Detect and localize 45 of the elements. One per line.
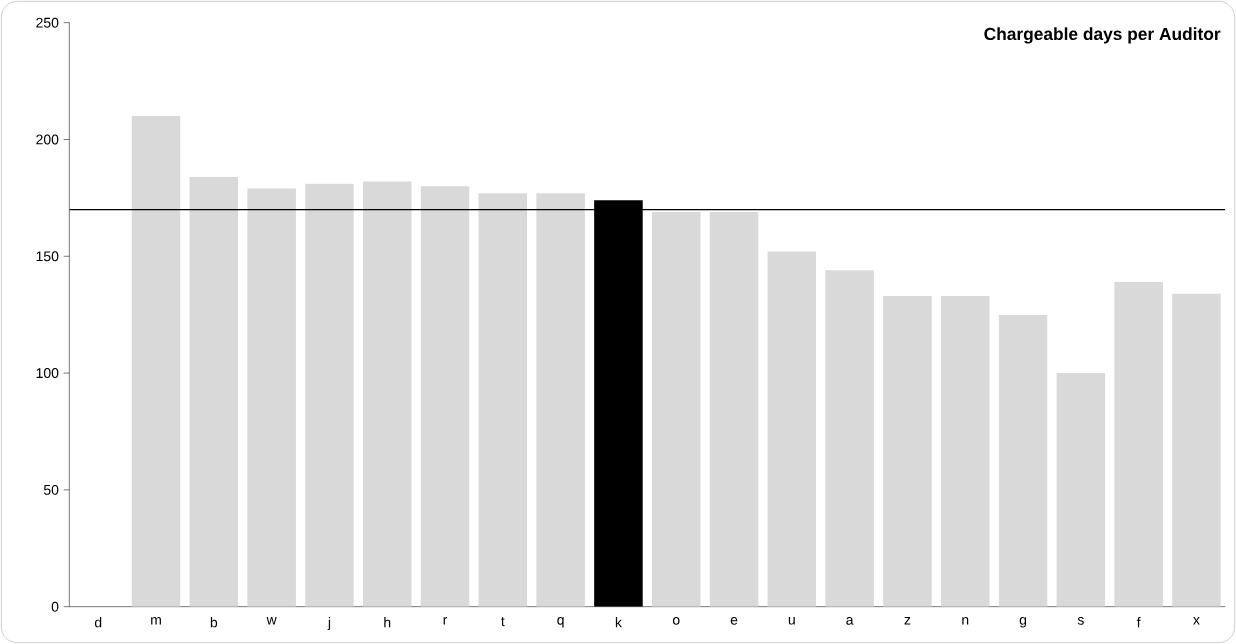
bar bbox=[651, 211, 701, 607]
x-tick-label: n bbox=[962, 617, 969, 625]
x-tick-label: a bbox=[846, 617, 854, 625]
bar bbox=[940, 295, 990, 607]
bar bbox=[825, 270, 874, 607]
x-tick-label: k bbox=[615, 617, 622, 628]
x-tick-label: m bbox=[151, 617, 161, 625]
bar bbox=[478, 193, 528, 607]
bar bbox=[1056, 373, 1106, 607]
bar bbox=[709, 211, 759, 607]
bar bbox=[998, 314, 1048, 607]
x-tick-label: f bbox=[1136, 617, 1141, 628]
x-tick-label: d bbox=[94, 617, 102, 628]
y-tick-label: 250 bbox=[36, 17, 59, 28]
bar bbox=[305, 183, 354, 607]
x-tick-label: s bbox=[1077, 617, 1084, 625]
x-tick-label: z bbox=[904, 617, 911, 625]
bar bbox=[362, 181, 412, 607]
bar bbox=[247, 188, 296, 607]
bar bbox=[420, 186, 470, 607]
chart-title: Chargeable days per Auditor bbox=[984, 27, 1221, 44]
bar bbox=[131, 116, 181, 607]
x-tick-label: t bbox=[501, 617, 505, 627]
x-tick-label: e bbox=[730, 617, 738, 625]
y-tick-label: 50 bbox=[43, 484, 59, 495]
bar bbox=[883, 295, 932, 607]
x-tick-label: u bbox=[788, 617, 795, 625]
x-tick-label: g bbox=[1019, 617, 1027, 628]
y-tick-label: 100 bbox=[36, 368, 59, 379]
bar bbox=[189, 176, 239, 607]
x-tick-label: x bbox=[1193, 617, 1200, 625]
x-tick-label: r bbox=[443, 617, 448, 625]
bar bbox=[536, 193, 585, 607]
y-tick-label: 200 bbox=[36, 134, 59, 145]
x-tick-label: j bbox=[327, 617, 331, 631]
x-tick-label: w bbox=[266, 617, 277, 625]
x-tick-label: h bbox=[384, 617, 391, 628]
x-tick-label: b bbox=[210, 617, 218, 628]
x-tick-label: o bbox=[672, 617, 680, 625]
bar bbox=[1114, 281, 1163, 607]
x-tick-label: q bbox=[557, 617, 564, 628]
y-tick-label: 150 bbox=[36, 251, 59, 262]
bar bbox=[1172, 293, 1221, 607]
y-tick-label: 0 bbox=[51, 601, 59, 612]
bar bbox=[767, 251, 817, 607]
